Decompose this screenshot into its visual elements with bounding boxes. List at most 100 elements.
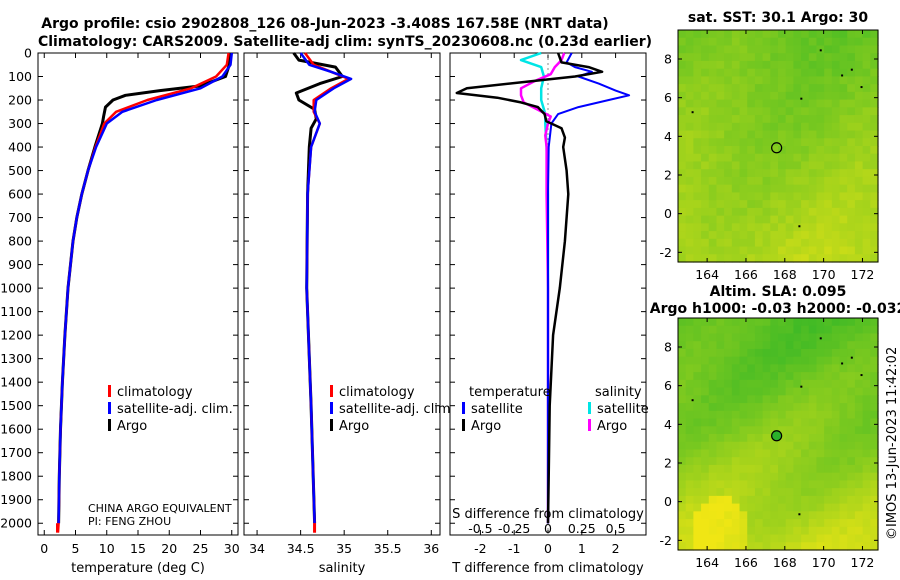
heatmap-cell xyxy=(747,223,756,232)
heatmap-cell xyxy=(747,84,756,93)
heatmap-cell xyxy=(778,534,787,543)
x-tick-label: 36 xyxy=(423,541,439,556)
island-speck xyxy=(800,385,803,388)
heatmap-cell xyxy=(685,488,694,497)
heatmap-cell xyxy=(747,161,756,170)
heatmap-cell xyxy=(847,146,856,155)
heatmap-cell xyxy=(724,519,733,528)
heatmap-cell xyxy=(831,488,841,497)
heatmap-cell xyxy=(808,115,818,124)
heatmap-cell xyxy=(701,488,710,497)
heatmap-cell xyxy=(754,333,764,342)
heatmap-cell xyxy=(754,37,764,47)
heatmap-cell xyxy=(808,161,818,170)
heatmap-cell xyxy=(693,30,702,39)
heatmap-cell xyxy=(708,215,718,224)
heatmap-cell xyxy=(754,231,764,240)
heatmap-cell xyxy=(747,348,756,358)
heatmap-cell xyxy=(824,372,833,381)
heatmap-cell xyxy=(793,122,802,132)
heatmap-cell xyxy=(831,472,841,481)
heatmap-cell xyxy=(731,215,741,224)
heatmap-cell xyxy=(708,379,718,389)
heatmap-cell xyxy=(693,45,702,54)
heatmap-cell xyxy=(785,246,794,255)
heatmap-cell xyxy=(731,426,741,435)
heatmap-cell xyxy=(870,207,879,217)
heatmap-cell xyxy=(739,387,748,396)
heatmap-cell xyxy=(731,403,741,412)
heatmap-cell xyxy=(739,161,748,170)
heatmap-cell xyxy=(770,472,779,481)
heatmap-cell xyxy=(762,45,771,54)
heatmap-cell xyxy=(762,215,771,224)
heatmap-cell xyxy=(731,318,741,327)
heatmap-cell xyxy=(839,122,848,132)
heatmap-cell xyxy=(770,130,779,139)
legend-t-satellite-label: satellite xyxy=(471,402,523,417)
heatmap-cell xyxy=(716,526,725,536)
heatmap-cell xyxy=(831,372,841,381)
heatmap-cell xyxy=(862,449,871,458)
heatmap-cell xyxy=(716,542,725,551)
heatmap-cell xyxy=(816,99,825,108)
heatmap-cell xyxy=(693,503,702,512)
heatmap-cell xyxy=(801,215,810,224)
heatmap-cell xyxy=(762,107,771,116)
island-speck xyxy=(819,49,822,52)
heatmap-cell xyxy=(778,115,787,124)
legend-climatology-swatch xyxy=(330,385,333,397)
heatmap-cell xyxy=(685,107,694,116)
heatmap-cell xyxy=(747,403,756,412)
heatmap-cell xyxy=(831,246,841,255)
heatmap-cell xyxy=(847,449,856,458)
heatmap-cell xyxy=(824,480,833,489)
heatmap-cell xyxy=(808,37,818,47)
heatmap-cell xyxy=(678,434,687,443)
heatmap-cell xyxy=(739,542,748,551)
heatmap-cell xyxy=(870,200,879,209)
heatmap-cell xyxy=(870,410,879,420)
heatmap-cell xyxy=(731,223,741,232)
heatmap-cell xyxy=(762,511,771,520)
heatmap-cell xyxy=(839,37,848,47)
heatmap-cell xyxy=(693,464,702,474)
heatmap-cell xyxy=(716,464,725,474)
heatmap-cell xyxy=(762,254,771,263)
heatmap-cell xyxy=(747,341,756,350)
heatmap-cell xyxy=(701,418,710,427)
heatmap-cell xyxy=(685,542,694,551)
figure-title-line2: Climatology: CARS2009. Satellite-adj cli… xyxy=(38,34,652,50)
heatmap-cell xyxy=(847,372,856,381)
heatmap-cell xyxy=(693,519,702,528)
heatmap-cell xyxy=(808,325,818,335)
heatmap-cell xyxy=(816,153,825,163)
heatmap-cell xyxy=(816,379,825,389)
heatmap-cell xyxy=(724,325,733,335)
heatmap-cell xyxy=(847,534,856,543)
heatmap-cell xyxy=(747,192,756,201)
heatmap-cell xyxy=(747,184,756,193)
argo-position-marker xyxy=(771,430,783,442)
heatmap-cell xyxy=(801,91,810,101)
heatmap-cell xyxy=(801,115,810,124)
heatmap-cell xyxy=(708,238,718,248)
heatmap-cell xyxy=(678,379,687,389)
heatmap-cell xyxy=(785,184,794,193)
heatmap-cell xyxy=(785,215,794,224)
s-tick-label: -0.5 xyxy=(468,521,492,536)
heatmap-cell xyxy=(870,68,879,77)
heatmap-cell xyxy=(854,379,864,389)
heatmap-cell xyxy=(847,176,856,186)
heatmap-cell xyxy=(870,231,879,240)
y-tick-label: 1400 xyxy=(0,375,32,390)
heatmap-cell xyxy=(708,356,718,365)
heatmap-cell xyxy=(739,91,748,101)
heatmap-cell xyxy=(824,364,833,373)
heatmap-cell xyxy=(808,53,818,62)
heatmap-cell xyxy=(854,91,864,101)
heatmap-cell xyxy=(685,333,694,342)
heatmap-cell xyxy=(708,107,718,116)
heatmap-cell xyxy=(724,76,733,85)
heatmap-cell xyxy=(854,37,864,47)
